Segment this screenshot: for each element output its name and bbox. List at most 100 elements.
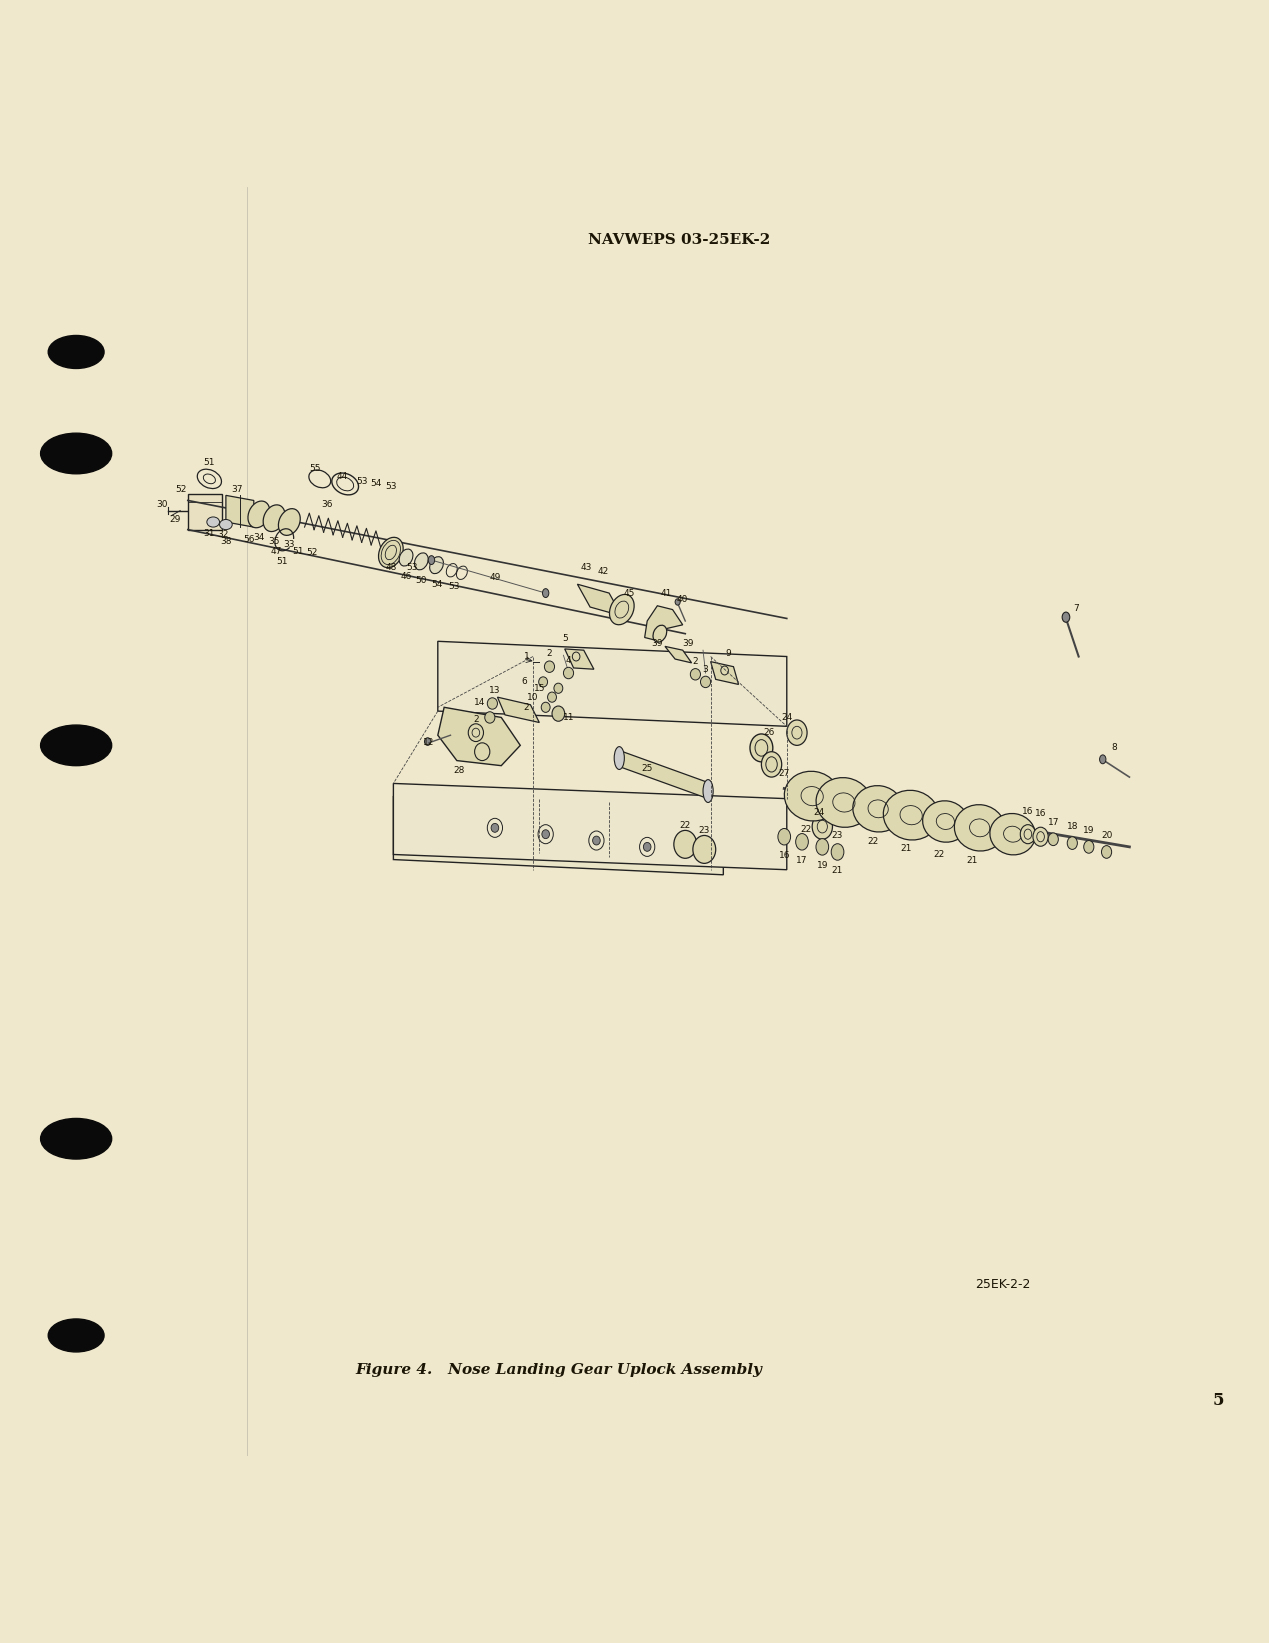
- Ellipse shape: [923, 800, 968, 843]
- Polygon shape: [438, 706, 520, 766]
- Text: 4: 4: [566, 656, 571, 665]
- Ellipse shape: [761, 752, 782, 777]
- Ellipse shape: [954, 805, 1005, 851]
- Text: 28: 28: [454, 766, 464, 775]
- Ellipse shape: [430, 557, 443, 573]
- Text: 49: 49: [490, 573, 500, 582]
- Text: 2: 2: [473, 715, 478, 725]
- Ellipse shape: [487, 698, 497, 710]
- Text: 48: 48: [386, 564, 396, 572]
- Ellipse shape: [563, 667, 574, 679]
- Text: 2: 2: [524, 703, 529, 711]
- Ellipse shape: [750, 734, 773, 762]
- Text: 12: 12: [424, 738, 434, 748]
- Text: NAVWEPS 03-25EK-2: NAVWEPS 03-25EK-2: [588, 233, 770, 248]
- Ellipse shape: [784, 771, 840, 822]
- Text: 22: 22: [868, 838, 878, 846]
- Text: 36: 36: [321, 499, 334, 509]
- Text: 17: 17: [796, 856, 808, 866]
- Text: 14: 14: [475, 698, 485, 706]
- Text: 31: 31: [203, 529, 216, 537]
- Ellipse shape: [278, 509, 301, 536]
- Text: 21: 21: [967, 856, 977, 866]
- Ellipse shape: [816, 838, 829, 854]
- Text: 51: 51: [203, 458, 216, 467]
- Text: 11: 11: [562, 713, 575, 721]
- Ellipse shape: [703, 780, 713, 802]
- Text: 41: 41: [661, 588, 671, 598]
- Ellipse shape: [541, 702, 549, 713]
- Text: 26: 26: [764, 728, 774, 738]
- Polygon shape: [565, 649, 594, 669]
- Text: 13: 13: [489, 687, 501, 695]
- Text: 42: 42: [598, 567, 608, 577]
- Text: 20: 20: [1101, 831, 1112, 840]
- Text: 39: 39: [681, 639, 694, 649]
- Ellipse shape: [1048, 833, 1058, 846]
- Text: 25: 25: [642, 764, 652, 772]
- Text: 9: 9: [726, 649, 731, 659]
- Text: 16: 16: [778, 851, 791, 861]
- Text: 2: 2: [693, 657, 698, 665]
- Text: 50: 50: [415, 577, 428, 585]
- Polygon shape: [711, 662, 739, 685]
- Text: 19: 19: [816, 861, 829, 871]
- Polygon shape: [188, 495, 222, 529]
- Text: 8: 8: [1112, 743, 1117, 752]
- Polygon shape: [577, 585, 622, 616]
- Ellipse shape: [220, 519, 232, 529]
- Text: 51: 51: [292, 547, 305, 555]
- Text: 39: 39: [651, 639, 664, 649]
- Text: 22: 22: [934, 849, 944, 859]
- Text: 21: 21: [901, 843, 911, 853]
- Text: 35: 35: [268, 537, 280, 545]
- Ellipse shape: [429, 555, 434, 565]
- Ellipse shape: [1033, 826, 1048, 846]
- Text: 2: 2: [547, 649, 552, 659]
- Text: 23: 23: [832, 831, 843, 840]
- Text: 6: 6: [522, 677, 527, 687]
- Ellipse shape: [400, 549, 412, 567]
- Text: 3: 3: [703, 665, 708, 674]
- Ellipse shape: [1099, 754, 1105, 764]
- Ellipse shape: [1084, 841, 1094, 853]
- Polygon shape: [393, 797, 723, 874]
- Text: 17: 17: [1047, 818, 1060, 828]
- Ellipse shape: [542, 588, 548, 598]
- Ellipse shape: [812, 813, 832, 840]
- Text: 47: 47: [272, 547, 282, 555]
- Text: 37: 37: [231, 485, 244, 493]
- Ellipse shape: [690, 669, 700, 680]
- Text: 56: 56: [242, 536, 255, 544]
- Polygon shape: [393, 784, 787, 869]
- Text: 54: 54: [431, 580, 442, 588]
- Ellipse shape: [1067, 836, 1077, 849]
- Text: 15: 15: [533, 683, 546, 693]
- Text: 40: 40: [678, 595, 688, 605]
- Ellipse shape: [609, 595, 634, 624]
- Text: 46: 46: [401, 572, 411, 582]
- Text: 24: 24: [813, 808, 824, 817]
- Ellipse shape: [41, 725, 112, 766]
- Text: 7: 7: [1074, 605, 1079, 613]
- Text: 33: 33: [283, 541, 296, 549]
- Text: 23: 23: [699, 826, 709, 835]
- Ellipse shape: [48, 1319, 104, 1352]
- Ellipse shape: [853, 785, 904, 831]
- Ellipse shape: [544, 660, 555, 672]
- Ellipse shape: [654, 626, 666, 642]
- Ellipse shape: [263, 504, 286, 532]
- Ellipse shape: [1020, 825, 1036, 845]
- Ellipse shape: [542, 830, 549, 838]
- Text: 32: 32: [218, 531, 228, 539]
- Text: 29: 29: [170, 514, 180, 524]
- Text: 55: 55: [308, 465, 321, 473]
- Ellipse shape: [796, 833, 808, 849]
- Text: 5: 5: [562, 634, 567, 644]
- Text: Figure 4.   Nose Landing Gear Uplock Assembly: Figure 4. Nose Landing Gear Uplock Assem…: [355, 1362, 761, 1377]
- Ellipse shape: [48, 335, 104, 368]
- Text: 52: 52: [176, 485, 187, 493]
- Text: 10: 10: [527, 693, 539, 702]
- Polygon shape: [438, 641, 787, 726]
- Ellipse shape: [643, 843, 651, 851]
